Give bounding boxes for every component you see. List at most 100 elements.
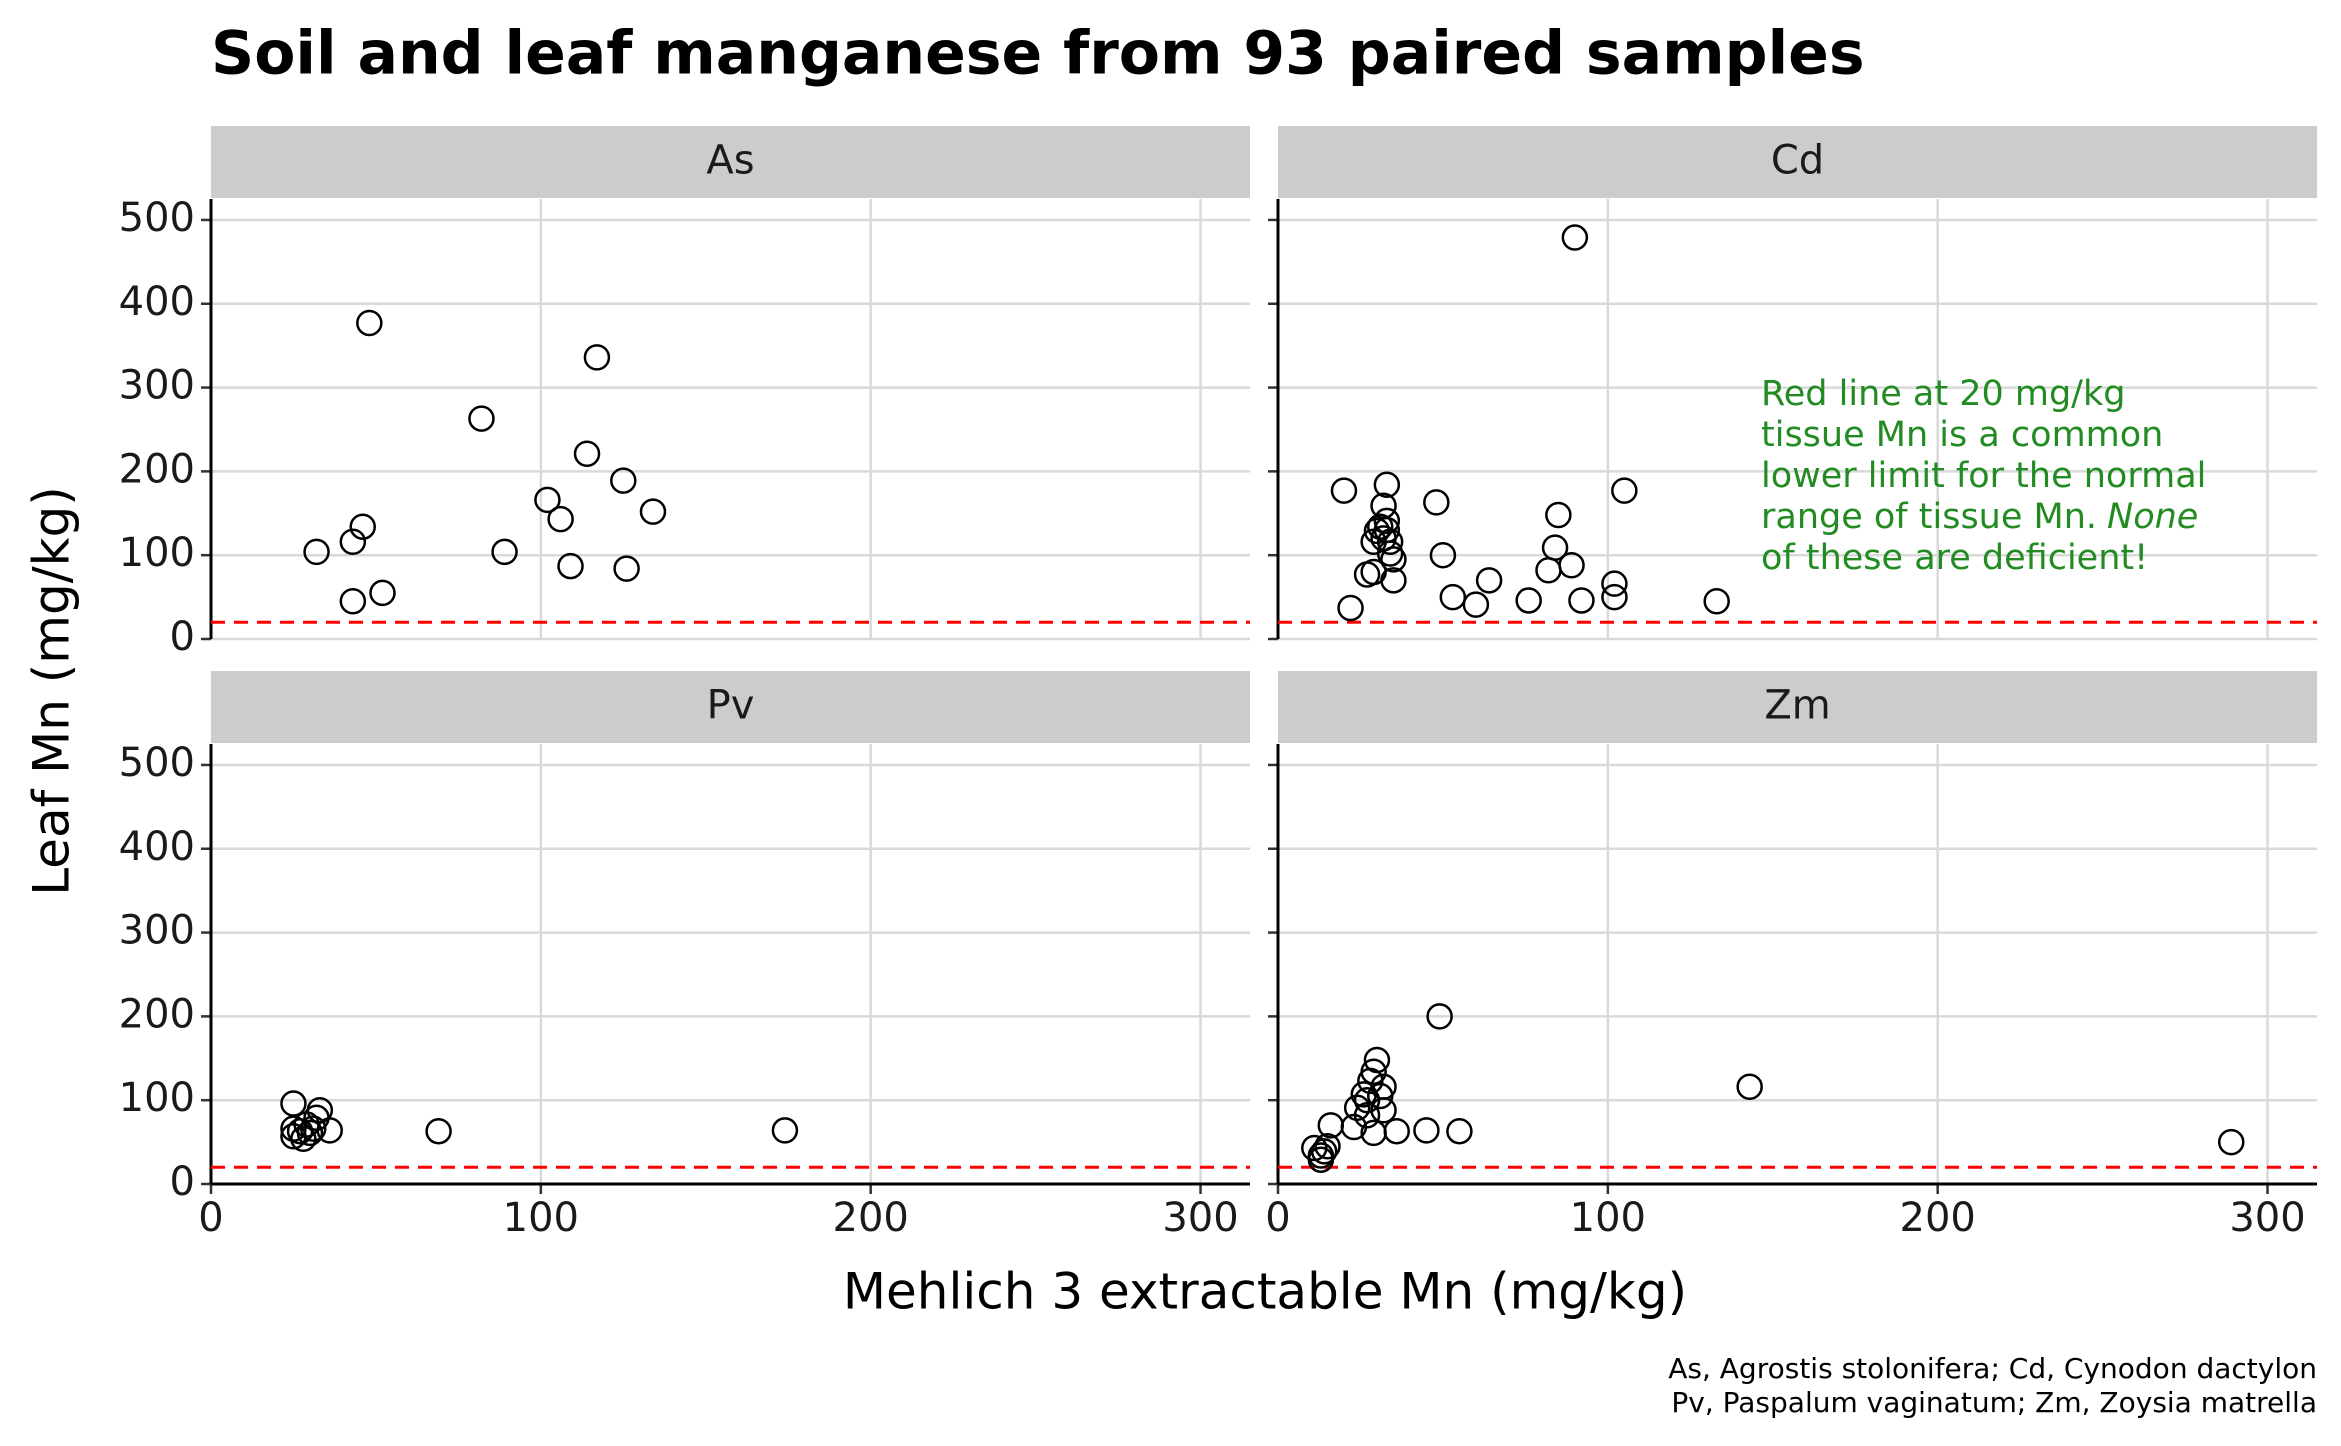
y-tick-label: 300 <box>119 363 195 409</box>
annotation-text: of these are deficient! <box>1761 538 2148 578</box>
y-tick-label: 200 <box>119 991 195 1037</box>
point <box>1373 471 1401 499</box>
y-tick-label: 0 <box>170 614 195 660</box>
x-tick-label: 300 <box>2229 1195 2305 1241</box>
point <box>1703 588 1730 615</box>
point <box>1310 1138 1338 1165</box>
point <box>316 1117 343 1144</box>
point <box>639 498 667 525</box>
strip-label: As <box>706 138 754 184</box>
x-tick-label: 0 <box>198 1195 223 1241</box>
annotation-text: range of tissue Mn. <box>1761 497 2097 537</box>
point <box>1611 477 1638 504</box>
point <box>1423 489 1450 516</box>
x-tick-label: 200 <box>833 1195 909 1241</box>
point <box>349 513 376 540</box>
annotation-text: tissue Mn is a common <box>1761 415 2163 455</box>
y-tick-label: 500 <box>119 195 195 241</box>
point <box>1380 567 1407 594</box>
point <box>1601 570 1628 597</box>
point <box>573 440 601 468</box>
point <box>1337 594 1364 622</box>
point <box>1558 551 1585 579</box>
annotation: lower limit for the normal <box>1761 456 2206 496</box>
annotation-text: lower limit for the normal <box>1761 456 2206 496</box>
point <box>1515 587 1542 614</box>
point <box>610 467 637 494</box>
chart-title: Soil and leaf manganese from 93 paired s… <box>211 19 1865 89</box>
point <box>290 1125 317 1152</box>
y-tick-label: 300 <box>119 908 195 954</box>
y-tick-label: 400 <box>119 824 195 870</box>
point <box>1353 1102 1381 1129</box>
point <box>339 528 367 556</box>
point <box>468 405 495 432</box>
y-axis-title: Leaf Mn (mg/kg) <box>23 486 81 896</box>
point <box>1376 528 1404 556</box>
point <box>1462 591 1490 618</box>
strip <box>1278 126 2317 198</box>
y-tick-label: 500 <box>119 740 195 786</box>
point <box>1314 1133 1341 1160</box>
point <box>771 1117 799 1144</box>
annotation-text: None <box>2107 497 2198 537</box>
annotation: tissue Mn is a common <box>1761 415 2163 455</box>
strip-label: Zm <box>1764 683 1830 729</box>
strip-label: Cd <box>1771 138 1824 184</box>
x-tick-label: 200 <box>1900 1195 1976 1241</box>
y-tick-label: 200 <box>119 446 195 492</box>
point <box>1545 501 1572 529</box>
point <box>425 1117 452 1145</box>
point <box>547 505 574 533</box>
point <box>303 538 330 566</box>
point <box>491 538 518 566</box>
point <box>280 1090 307 1117</box>
point <box>296 1119 324 1147</box>
point <box>1535 557 1562 584</box>
x-tick-label: 300 <box>1162 1195 1238 1241</box>
point <box>1541 534 1569 561</box>
point <box>1380 546 1407 573</box>
x-tick-label: 100 <box>1570 1195 1646 1241</box>
point <box>1360 1058 1387 1085</box>
point <box>557 552 584 580</box>
point <box>613 555 640 582</box>
point <box>1475 567 1503 594</box>
point <box>1370 1096 1397 1124</box>
point <box>1736 1073 1763 1101</box>
point <box>1376 540 1404 567</box>
point <box>1383 1117 1410 1145</box>
point <box>534 486 561 514</box>
strip <box>1278 671 2317 743</box>
y-tick-label: 0 <box>170 1159 195 1205</box>
point <box>369 579 396 607</box>
point <box>356 309 383 337</box>
x-tick-label: 100 <box>503 1195 579 1241</box>
point <box>1363 1046 1391 1074</box>
point <box>1601 583 1628 611</box>
x-axis-title: Mehlich 3 extractable Mn (mg/kg) <box>843 1263 1687 1321</box>
point <box>1446 1117 1473 1145</box>
annotation-text: Red line at 20 mg/kg <box>1761 374 2125 414</box>
point <box>1439 583 1467 611</box>
strip <box>211 126 1250 198</box>
point <box>1426 1003 1453 1030</box>
point <box>1568 587 1595 614</box>
x-tick-label: 0 <box>1265 1195 1290 1241</box>
point <box>583 344 611 371</box>
point <box>339 588 367 615</box>
strip-label: Pv <box>707 683 755 729</box>
annotation: of these are deficient! <box>1761 538 2148 578</box>
point <box>1373 507 1401 535</box>
y-tick-label: 400 <box>119 279 195 325</box>
annotation: range of tissue Mn. None <box>1761 497 2198 537</box>
point <box>2217 1128 2245 1156</box>
strip <box>211 671 1250 743</box>
point <box>300 1115 327 1142</box>
point <box>1330 477 1358 504</box>
annotation: Red line at 20 mg/kg <box>1761 374 2125 414</box>
caption: As, Agrostis stolonifera; Cd, Cynodon da… <box>1668 1352 2317 1385</box>
y-tick-label: 100 <box>119 530 195 576</box>
point <box>1429 541 1457 569</box>
